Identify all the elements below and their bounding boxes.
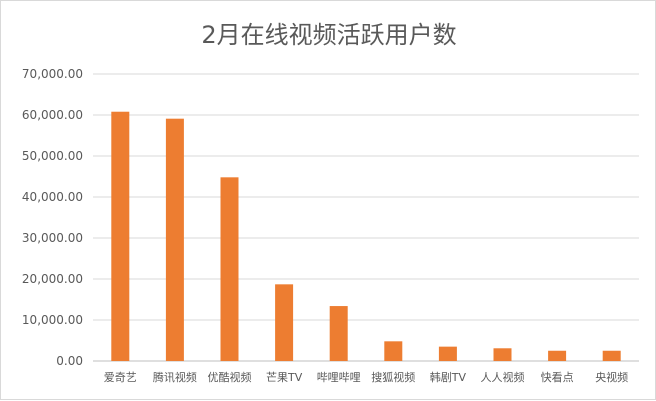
bars — [111, 111, 621, 361]
x-category-label: 快看点 — [541, 370, 574, 384]
y-tick-label: 50,000.00 — [22, 149, 83, 163]
x-category-label: 腾讯视频 — [153, 370, 197, 384]
x-category-label: 韩剧TV — [430, 370, 467, 384]
bar — [438, 346, 457, 361]
bar — [111, 111, 130, 361]
bar — [384, 341, 403, 361]
x-category-label: 搜狐视频 — [371, 370, 415, 384]
grid-lines — [93, 73, 639, 362]
bar — [548, 350, 567, 361]
y-tick-label: 0.00 — [56, 354, 83, 368]
bar — [165, 118, 184, 361]
bar — [493, 348, 512, 361]
bar — [220, 177, 239, 361]
y-tick-label: 10,000.00 — [22, 313, 83, 327]
y-tick-label: 20,000.00 — [22, 272, 83, 286]
x-category-label: 央视频 — [595, 370, 628, 384]
x-category-label: 芒果TV — [266, 371, 303, 384]
bar — [602, 350, 621, 361]
y-tick-label: 60,000.00 — [22, 108, 83, 122]
chart-title: 2月在线视频活跃用户数 — [201, 21, 456, 49]
x-axis-categories: 爱奇艺 腾讯视频 优酷视频 芒果TV 哔哩哔哩 搜狐视频 韩剧TV 人人视频 快看点 央视频 — [104, 370, 628, 384]
bar — [275, 284, 294, 361]
y-axis-ticks: 0.00 10,000.00 20,000.00 30,000.00 40,000.00… — [22, 67, 83, 368]
x-category-label: 爱奇艺 — [104, 371, 137, 384]
y-tick-label: 70,000.00 — [22, 67, 83, 81]
x-category-label: 哔哩哔哩 — [317, 371, 361, 384]
y-tick-label: 30,000.00 — [22, 231, 83, 245]
bar — [329, 306, 348, 361]
y-tick-label: 40,000.00 — [22, 190, 83, 204]
x-category-label: 人人视频 — [481, 370, 525, 384]
x-category-label: 优酷视频 — [208, 370, 252, 384]
